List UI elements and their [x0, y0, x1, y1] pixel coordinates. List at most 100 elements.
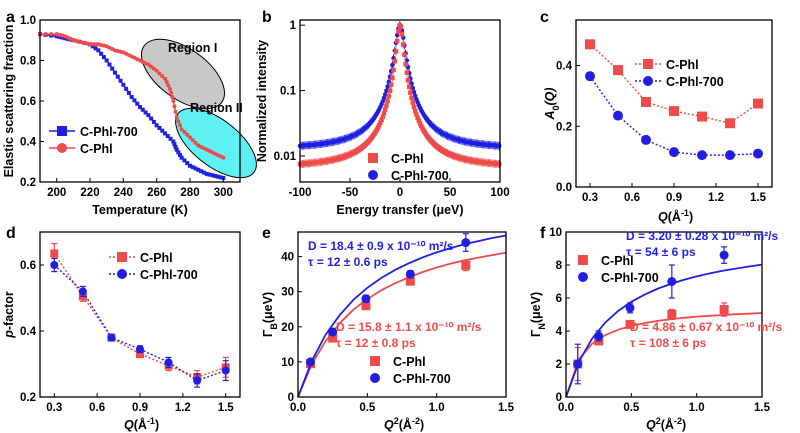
x-tick-label: 0.6: [89, 402, 105, 414]
data-point: [410, 100, 416, 105]
x-tick-label: 1.2: [175, 402, 191, 414]
data-point: [60, 35, 65, 40]
x-tick-label: 0.9: [666, 192, 682, 204]
data-point: [99, 51, 104, 56]
x-axis-label: Q2(Å-2): [646, 416, 686, 432]
data-point: [625, 303, 635, 313]
data-point: [149, 116, 154, 121]
region-i-ellipse: [140, 38, 226, 110]
data-point: [132, 98, 137, 103]
x-tick-label: 1.2: [708, 192, 724, 204]
legend-label: C-Phl: [391, 152, 424, 166]
x-tick-label: 260: [147, 187, 166, 199]
data-point: [93, 42, 98, 47]
data-point: [126, 90, 131, 95]
data-point: [176, 119, 181, 124]
data-point: [496, 143, 502, 149]
y-axis-label: Elastic scattering fraction: [2, 25, 16, 178]
data-point: [625, 319, 635, 329]
legend-label: C-Phl-700: [601, 271, 659, 285]
data-point: [151, 66, 156, 71]
data-point: [305, 357, 315, 367]
y-tick-label: 0.6: [20, 96, 36, 108]
data-point: [411, 104, 417, 110]
y-axis-label: Normalized intensity: [255, 40, 269, 162]
data-point: [172, 104, 177, 109]
data-point: [697, 111, 707, 122]
data-point: [417, 121, 423, 126]
data-point: [719, 305, 729, 315]
x-axis-label: Q(Å-1): [124, 416, 159, 432]
x-tick-label: 0.9: [132, 402, 148, 414]
data-point: [185, 161, 190, 166]
data-point: [154, 68, 159, 73]
y-axis-label: ΓN(μeV): [529, 292, 547, 337]
data-point: [174, 115, 179, 120]
y-axis-label: p-factor: [2, 291, 16, 339]
legend-label: C-Phl-700: [140, 268, 198, 282]
fit-annotation: τ = 12 ± 0.8 ps: [336, 336, 416, 350]
data-point: [50, 261, 59, 269]
data-point: [461, 238, 471, 248]
data-point: [178, 153, 182, 157]
data-point: [669, 106, 679, 117]
data-point: [107, 62, 112, 67]
data-point: [213, 173, 217, 178]
data-point: [585, 71, 595, 82]
data-point: [104, 58, 109, 63]
fit-annotation: D = 15.8 ± 1.1 x 10⁻¹⁰ m²/s: [336, 320, 482, 334]
y-tick-label: 0: [288, 392, 294, 404]
data-point: [121, 82, 126, 87]
data-point: [400, 42, 406, 47]
x-axis-label: Q2(Å-2): [384, 416, 424, 432]
panel-c-frame: [575, 19, 773, 188]
legend-label: C-Phl: [666, 58, 699, 72]
data-point: [404, 70, 410, 75]
legend-label: C-Phl: [140, 251, 173, 265]
data-point: [182, 130, 187, 135]
y-tick-label: 0.01: [274, 151, 297, 163]
data-point: [110, 66, 115, 71]
data-point: [753, 98, 763, 109]
region-i-label: Region I: [168, 41, 217, 55]
panel-f-narrow-linewidth-frame: [565, 231, 763, 398]
data-point: [173, 144, 178, 149]
data-point: [188, 135, 192, 140]
y-axis-label: ΓB(μeV): [261, 292, 279, 337]
y-tick-label: 1.0: [20, 15, 36, 27]
data-point: [390, 75, 395, 80]
x-tick-label: 0.6: [624, 192, 640, 204]
data-point: [725, 118, 735, 129]
data-point: [361, 294, 371, 304]
x-tick-label: 1.0: [429, 402, 445, 414]
data-point: [384, 103, 389, 108]
data-point: [146, 113, 151, 118]
y-tick-label: 10: [281, 357, 294, 369]
data-point: [669, 147, 679, 158]
data-point: [173, 109, 178, 114]
data-point: [179, 155, 184, 160]
x-axis-label: Q(Å-1): [658, 208, 693, 224]
x-axis-label: Energy transfer (μeV): [336, 203, 463, 217]
data-point: [163, 76, 167, 81]
data-point: [378, 120, 383, 125]
y-tick-label: 2: [556, 359, 562, 371]
legend-marker: [370, 356, 380, 366]
legend-marker: [643, 76, 653, 86]
data-point: [412, 108, 418, 114]
y-tick-label: 0.2: [20, 392, 36, 404]
x-tick-label: 1.5: [750, 192, 767, 204]
data-point: [385, 98, 390, 104]
panel-label-b: b: [262, 9, 272, 26]
data-point: [63, 36, 67, 41]
legend-marker: [370, 373, 380, 383]
data-point: [403, 62, 408, 67]
data-point: [405, 269, 415, 279]
legend-label: C-Phl: [601, 254, 634, 268]
y-tick-label: 0.2: [556, 121, 572, 133]
legend-label: C-Phl-700: [391, 169, 449, 183]
y-tick-label: 1: [290, 20, 297, 32]
data-point: [174, 147, 179, 152]
fit-annotation: D = 18.4 ± 0.9 x 10⁻¹⁰ m²/s: [308, 239, 454, 253]
data-point: [641, 134, 651, 145]
